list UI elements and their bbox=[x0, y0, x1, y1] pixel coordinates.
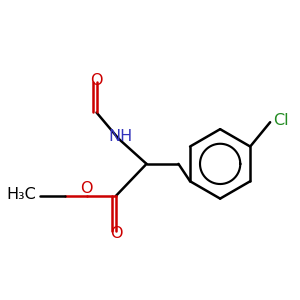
Text: NH: NH bbox=[109, 129, 133, 144]
Text: H₃C: H₃C bbox=[7, 187, 36, 202]
Text: O: O bbox=[110, 226, 122, 242]
Text: O: O bbox=[90, 73, 103, 88]
Text: Cl: Cl bbox=[274, 113, 289, 128]
Text: O: O bbox=[81, 181, 93, 196]
